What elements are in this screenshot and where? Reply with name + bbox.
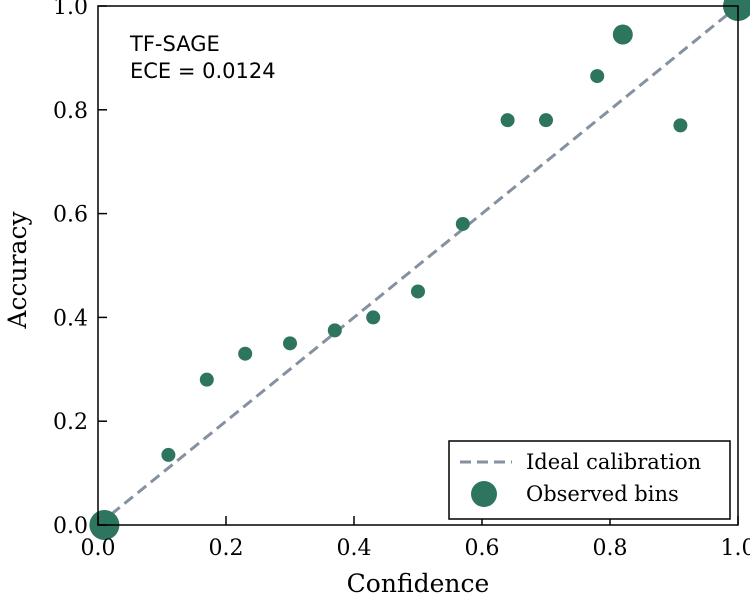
legend: Ideal calibration Observed bins — [448, 440, 731, 520]
plot-frame — [97, 5, 739, 526]
observed-bin-point-13 — [673, 118, 688, 133]
observed-bin-point-14 — [723, 0, 750, 21]
y-tick-label: 0.6 — [53, 203, 88, 228]
legend-observed-label: Observed bins — [526, 482, 679, 506]
x-tick-label: 0.4 — [337, 536, 372, 561]
y-tick-label: 0.4 — [53, 306, 88, 331]
ece-annotation: ECE = 0.0124 — [130, 59, 276, 83]
observed-bin-point-11 — [590, 69, 605, 84]
legend-observed-swatch — [471, 481, 497, 507]
observed-bin-point-6 — [366, 310, 381, 325]
observed-bin-point-12 — [612, 24, 633, 45]
x-tick-label: 0.8 — [593, 536, 628, 561]
ideal-calibration-line — [97, 4, 739, 527]
x-tick-label: 0.0 — [81, 536, 116, 561]
model-annotation: TF-SAGE — [129, 32, 220, 56]
observed-bin-point-2 — [199, 372, 214, 387]
y-tick-label: 0.2 — [53, 410, 88, 435]
y-tick-label: 1.0 — [53, 0, 88, 20]
observed-bin-point-7 — [411, 284, 425, 299]
observed-bin-point-3 — [238, 346, 253, 361]
x-axis-label: Confidence — [347, 569, 490, 598]
x-tick-label: 1.0 — [721, 536, 750, 561]
y-tick-label: 0.0 — [53, 514, 88, 539]
legend-ideal-label: Ideal calibration — [526, 450, 701, 474]
observed-bin-point-1 — [161, 447, 176, 462]
x-tick-label: 0.6 — [465, 536, 500, 561]
legend-frame — [448, 440, 731, 520]
y-axis-label: Accuracy — [3, 211, 32, 330]
observed-bin-point-4 — [283, 336, 297, 351]
observed-bin-point-9 — [500, 113, 515, 128]
observed-bin-point-5 — [327, 323, 342, 338]
observed-bin-point-8 — [455, 216, 470, 231]
plot-area — [89, 0, 750, 540]
y-tick-label: 0.8 — [53, 99, 88, 124]
axis-ticks: 0.0 0.2 0.4 0.6 0.8 1.0 0.0 0.2 0.4 0.6 0.8 1.0 — [53, 0, 750, 561]
x-tick-label: 0.2 — [209, 536, 244, 561]
observed-bin-point-10 — [539, 113, 553, 128]
